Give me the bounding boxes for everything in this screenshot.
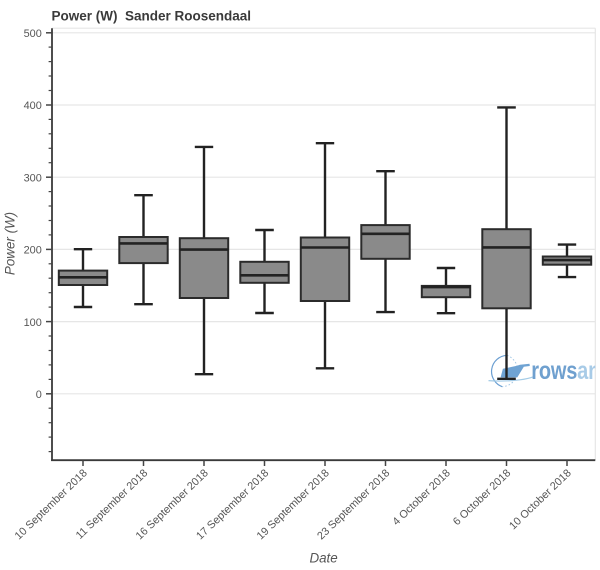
svg-text:rowsan: rowsan bbox=[531, 356, 600, 385]
svg-text:Power (W) Sander Roosendaal: Power (W) Sander Roosendaal bbox=[52, 8, 252, 23]
svg-text:200: 200 bbox=[24, 245, 42, 257]
svg-text:300: 300 bbox=[24, 172, 42, 184]
svg-text:Power (W): Power (W) bbox=[3, 212, 18, 275]
svg-text:100: 100 bbox=[24, 317, 42, 329]
svg-text:Date: Date bbox=[309, 551, 337, 566]
svg-text:400: 400 bbox=[24, 100, 42, 112]
svg-text:0: 0 bbox=[36, 389, 42, 401]
svg-text:500: 500 bbox=[24, 28, 42, 40]
